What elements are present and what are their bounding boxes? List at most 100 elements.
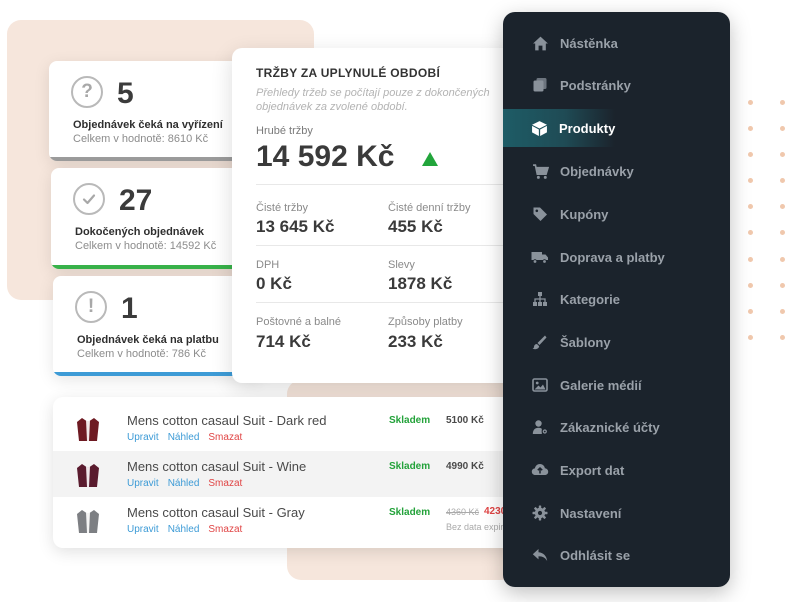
sidebar-item-export[interactable]: Export dat [503,451,730,489]
product-name[interactable]: Mens cotton casaul Suit - Wine [127,459,307,474]
delete-link[interactable]: Smazat [208,524,243,535]
net-revenue-label: Čisté tržby [256,202,308,214]
logout-icon [531,546,549,564]
sitemap-icon [531,290,549,308]
sidebar-item-categories[interactable]: Kategorie [503,280,730,318]
old-price: 4360 Kč [446,507,480,517]
sidebar-item-pages[interactable]: Podstránky [503,66,730,104]
stat-subtext: Celkem v hodnotě: 14592 Kč [75,240,217,252]
tag-icon [531,205,549,223]
table-row[interactable]: Mens cotton casaul Suit - Dark red Uprav… [53,405,523,451]
stock-status: Skladem [389,507,431,518]
vat-label: DPH [256,259,280,271]
preview-link[interactable]: Náhled [167,432,200,443]
sidebar-item-products[interactable]: Produkty [503,109,615,147]
product-actions: Upravit Náhled Smazat [127,432,251,443]
sidebar-item-label: Produkty [559,120,616,136]
stat-label: Objednávek čeká na vyřízení [73,119,223,131]
delete-link[interactable]: Smazat [208,432,243,443]
brush-icon [531,333,549,351]
stat-subtext: Celkem v hodnotě: 8610 Kč [73,133,209,145]
revenue-title: TRŽBY ZA UPLYNULÉ OBDOBÍ [256,66,441,80]
stat-subtext: Celkem v hodnotě: 786 Kč [77,348,207,360]
sidebar-item-settings[interactable]: Nastavení [503,494,730,532]
discounts-value: 1878 Kč [388,274,453,293]
user-gear-icon [531,418,549,436]
edit-link[interactable]: Upravit [127,524,159,535]
expiry-note: Bez data expirac [446,522,514,532]
sidebar-item-label: Nástěnka [560,35,618,51]
net-revenue-value: 13 645 Kč [256,217,335,236]
preview-link[interactable]: Náhled [167,524,200,535]
sidebar-item-label: Odhlásit se [560,547,631,563]
sidebar-item-label: Doprava a platby [560,249,665,265]
truck-icon [531,248,549,266]
shipping-value: 714 Kč [256,332,311,351]
stat-bar [51,265,261,269]
product-thumbnail [77,510,99,533]
stock-status: Skladem [389,415,431,426]
divider [256,184,504,185]
preview-link[interactable]: Náhled [167,478,200,489]
edit-link[interactable]: Upravit [127,432,159,443]
stat-value: 27 [119,184,153,217]
stat-value: 5 [117,77,134,110]
daily-revenue-value: 455 Kč [388,217,443,236]
sidebar-item-label: Kupóny [560,206,609,222]
delete-link[interactable]: Smazat [208,478,243,489]
divider [256,245,504,246]
check-circle-icon [73,183,105,215]
gear-icon [531,504,549,522]
edit-link[interactable]: Upravit [127,478,159,489]
table-row[interactable]: Mens cotton casaul Suit - Wine Upravit Ná… [53,451,523,497]
shipping-label: Poštovné a balné [256,316,342,328]
stat-card-awaiting-payment[interactable]: ! 1 Objednávek čeká na platbu Celkem v h… [53,276,263,376]
stock-status: Skladem [389,461,431,472]
sidebar-item-label: Kategorie [560,291,620,307]
cloud-export-icon [531,461,549,479]
daily-revenue-label: Čisté denní tržby [388,202,471,214]
sidebar-nav: Nástěnka Podstránky Produkty Objednávky [503,12,730,587]
product-price: 4990 Kč [446,461,484,472]
revenue-card: TRŽBY ZA UPLYNULÉ OBDOBÍ Přehledy tržeb … [232,48,522,383]
payment-methods-label: Způsoby platby [388,316,463,328]
sidebar-item-logout[interactable]: Odhlásit se [503,536,730,574]
pages-icon [531,76,549,94]
stat-bar [49,157,249,161]
home-icon [531,34,549,52]
discounts-label: Slevy [388,259,415,271]
trend-up-icon [422,152,438,166]
cart-icon [531,162,549,180]
product-name[interactable]: Mens cotton casaul Suit - Dark red [127,413,327,428]
payment-methods-value: 233 Kč [388,332,443,351]
table-row[interactable]: Mens cotton casaul Suit - Gray Upravit Ná… [53,497,523,543]
alert-icon: ! [75,291,107,323]
sidebar-item-shipping[interactable]: Doprava a platby [503,238,730,276]
decorative-dots [748,100,788,340]
stat-card-completed[interactable]: 27 Dokočených objednávek Celkem v hodnot… [51,168,261,269]
image-icon [531,376,549,394]
sidebar-item-label: Export dat [560,462,625,478]
question-icon: ? [71,76,103,108]
sidebar-item-dashboard[interactable]: Nástěnka [503,24,730,62]
stat-label: Objednávek čeká na platbu [77,334,219,346]
sidebar-item-label: Galerie médií [560,377,642,393]
sidebar-item-templates[interactable]: Šablony [503,323,730,361]
sidebar-item-coupons[interactable]: Kupóny [503,195,730,233]
sidebar-item-media-gallery[interactable]: Galerie médií [503,366,730,404]
stat-card-pending[interactable]: ? 5 Objednávek čeká na vyřízení Celkem v… [49,61,249,161]
product-thumbnail [77,418,99,441]
sidebar-item-customer-accounts[interactable]: Zákaznické účty [503,408,730,446]
product-price: 5100 Kč [446,415,484,426]
vat-value: 0 Kč [256,274,292,293]
stat-value: 1 [121,292,138,325]
box-icon [531,119,548,137]
sidebar-item-orders[interactable]: Objednávky [503,152,730,190]
sidebar-item-label: Šablony [560,334,611,350]
revenue-description: Přehledy tržeb se počítají pouze z dokon… [256,87,490,113]
sidebar-item-label: Zákaznické účty [560,419,660,435]
sidebar-item-label: Nastavení [560,505,622,521]
product-name[interactable]: Mens cotton casaul Suit - Gray [127,505,305,520]
gross-revenue-value: 14 592 Kč [256,140,395,173]
